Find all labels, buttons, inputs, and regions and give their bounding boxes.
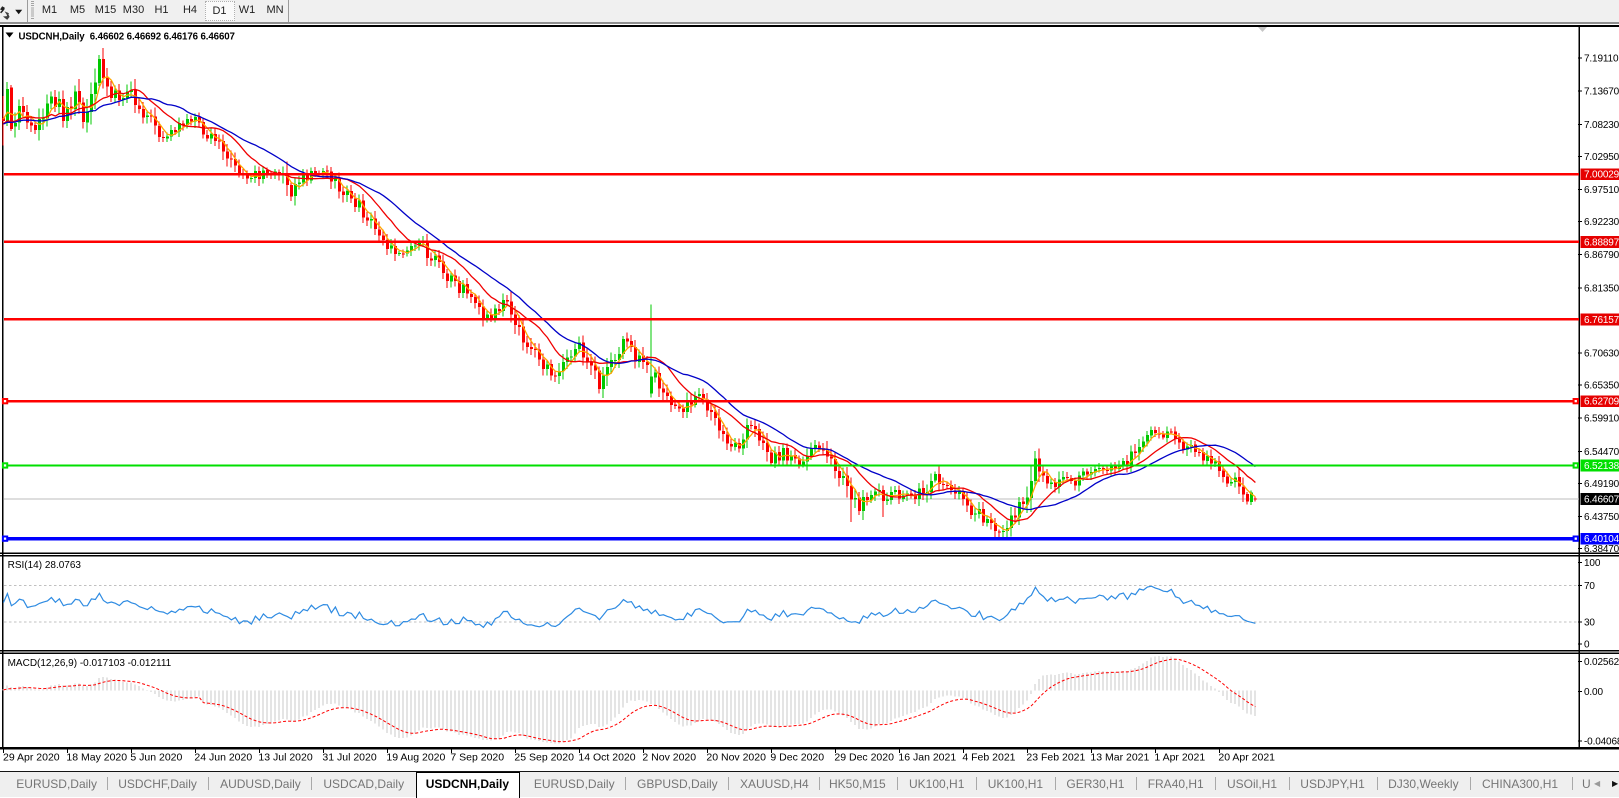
svg-text:25 Sep 2020: 25 Sep 2020: [514, 752, 574, 764]
svg-text:20 Apr 2021: 20 Apr 2021: [1218, 752, 1275, 764]
svg-text:5 Jun 2020: 5 Jun 2020: [130, 752, 182, 764]
svg-text:24 Jun 2020: 24 Jun 2020: [194, 752, 252, 764]
svg-text:9 Dec 2020: 9 Dec 2020: [770, 752, 824, 764]
svg-text:14 Oct 2020: 14 Oct 2020: [578, 752, 635, 764]
svg-text:19 Aug 2020: 19 Aug 2020: [386, 752, 445, 764]
svg-text:18 May 2020: 18 May 2020: [66, 752, 127, 764]
svg-text:6.52138: 6.52138: [1584, 461, 1619, 472]
svg-text:1 Apr 2021: 1 Apr 2021: [1154, 752, 1205, 764]
svg-text:6.81350: 6.81350: [1584, 283, 1619, 294]
svg-text:4 Feb 2021: 4 Feb 2021: [962, 752, 1015, 764]
svg-text:6.40104: 6.40104: [1584, 534, 1619, 545]
svg-text:6.65350: 6.65350: [1584, 381, 1619, 392]
svg-text:13 Jul 2020: 13 Jul 2020: [258, 752, 312, 764]
svg-text:6.88897: 6.88897: [1584, 237, 1619, 248]
svg-text:7.00029: 7.00029: [1584, 170, 1619, 181]
svg-text:7.13670: 7.13670: [1584, 87, 1619, 98]
svg-text:16 Jan 2021: 16 Jan 2021: [898, 752, 956, 764]
svg-text:2 Nov 2020: 2 Nov 2020: [642, 752, 696, 764]
svg-text:6.92230: 6.92230: [1584, 217, 1619, 228]
svg-text:29 Apr 2020: 29 Apr 2020: [3, 752, 60, 764]
svg-text:20 Nov 2020: 20 Nov 2020: [706, 752, 766, 764]
svg-text:6.70630: 6.70630: [1584, 349, 1619, 360]
svg-text:-0.04068: -0.04068: [1584, 736, 1619, 747]
svg-text:6.54470: 6.54470: [1584, 447, 1619, 458]
svg-text:7.02950: 7.02950: [1584, 152, 1619, 163]
svg-text:7.08230: 7.08230: [1584, 120, 1619, 131]
svg-text:6.76157: 6.76157: [1584, 315, 1619, 326]
svg-text:30: 30: [1584, 617, 1595, 628]
svg-text:13 Mar 2021: 13 Mar 2021: [1090, 752, 1149, 764]
svg-text:29 Dec 2020: 29 Dec 2020: [834, 752, 894, 764]
svg-text:USDCNH,Daily 6.46602 6.46692: USDCNH,Daily 6.46602 6.46692 6.46176 6.4…: [19, 32, 235, 43]
svg-text:0.00: 0.00: [1584, 687, 1603, 698]
svg-text:6.97510: 6.97510: [1584, 185, 1619, 196]
svg-text:23 Feb 2021: 23 Feb 2021: [1026, 752, 1085, 764]
svg-text:31 Jul 2020: 31 Jul 2020: [322, 752, 376, 764]
svg-text:6.86790: 6.86790: [1584, 250, 1619, 261]
svg-text:RSI(14) 28.0763: RSI(14) 28.0763: [8, 560, 82, 571]
svg-text:6.38470: 6.38470: [1584, 544, 1619, 555]
svg-text:6.43750: 6.43750: [1584, 512, 1619, 523]
svg-text:MACD(12,26,9) -0.017103 -0.012: MACD(12,26,9) -0.017103 -0.012111: [8, 658, 172, 669]
svg-text:70: 70: [1584, 581, 1595, 592]
svg-text:6.49190: 6.49190: [1584, 479, 1619, 490]
svg-text:7.19110: 7.19110: [1584, 54, 1619, 65]
svg-text:0: 0: [1584, 640, 1590, 651]
svg-text:7 Sep 2020: 7 Sep 2020: [450, 752, 504, 764]
svg-text:100: 100: [1584, 558, 1601, 569]
svg-text:6.46607: 6.46607: [1584, 495, 1619, 506]
svg-text:6.59910: 6.59910: [1584, 414, 1619, 425]
svg-text:0.025623: 0.025623: [1584, 657, 1619, 668]
svg-text:6.62709: 6.62709: [1584, 397, 1619, 408]
